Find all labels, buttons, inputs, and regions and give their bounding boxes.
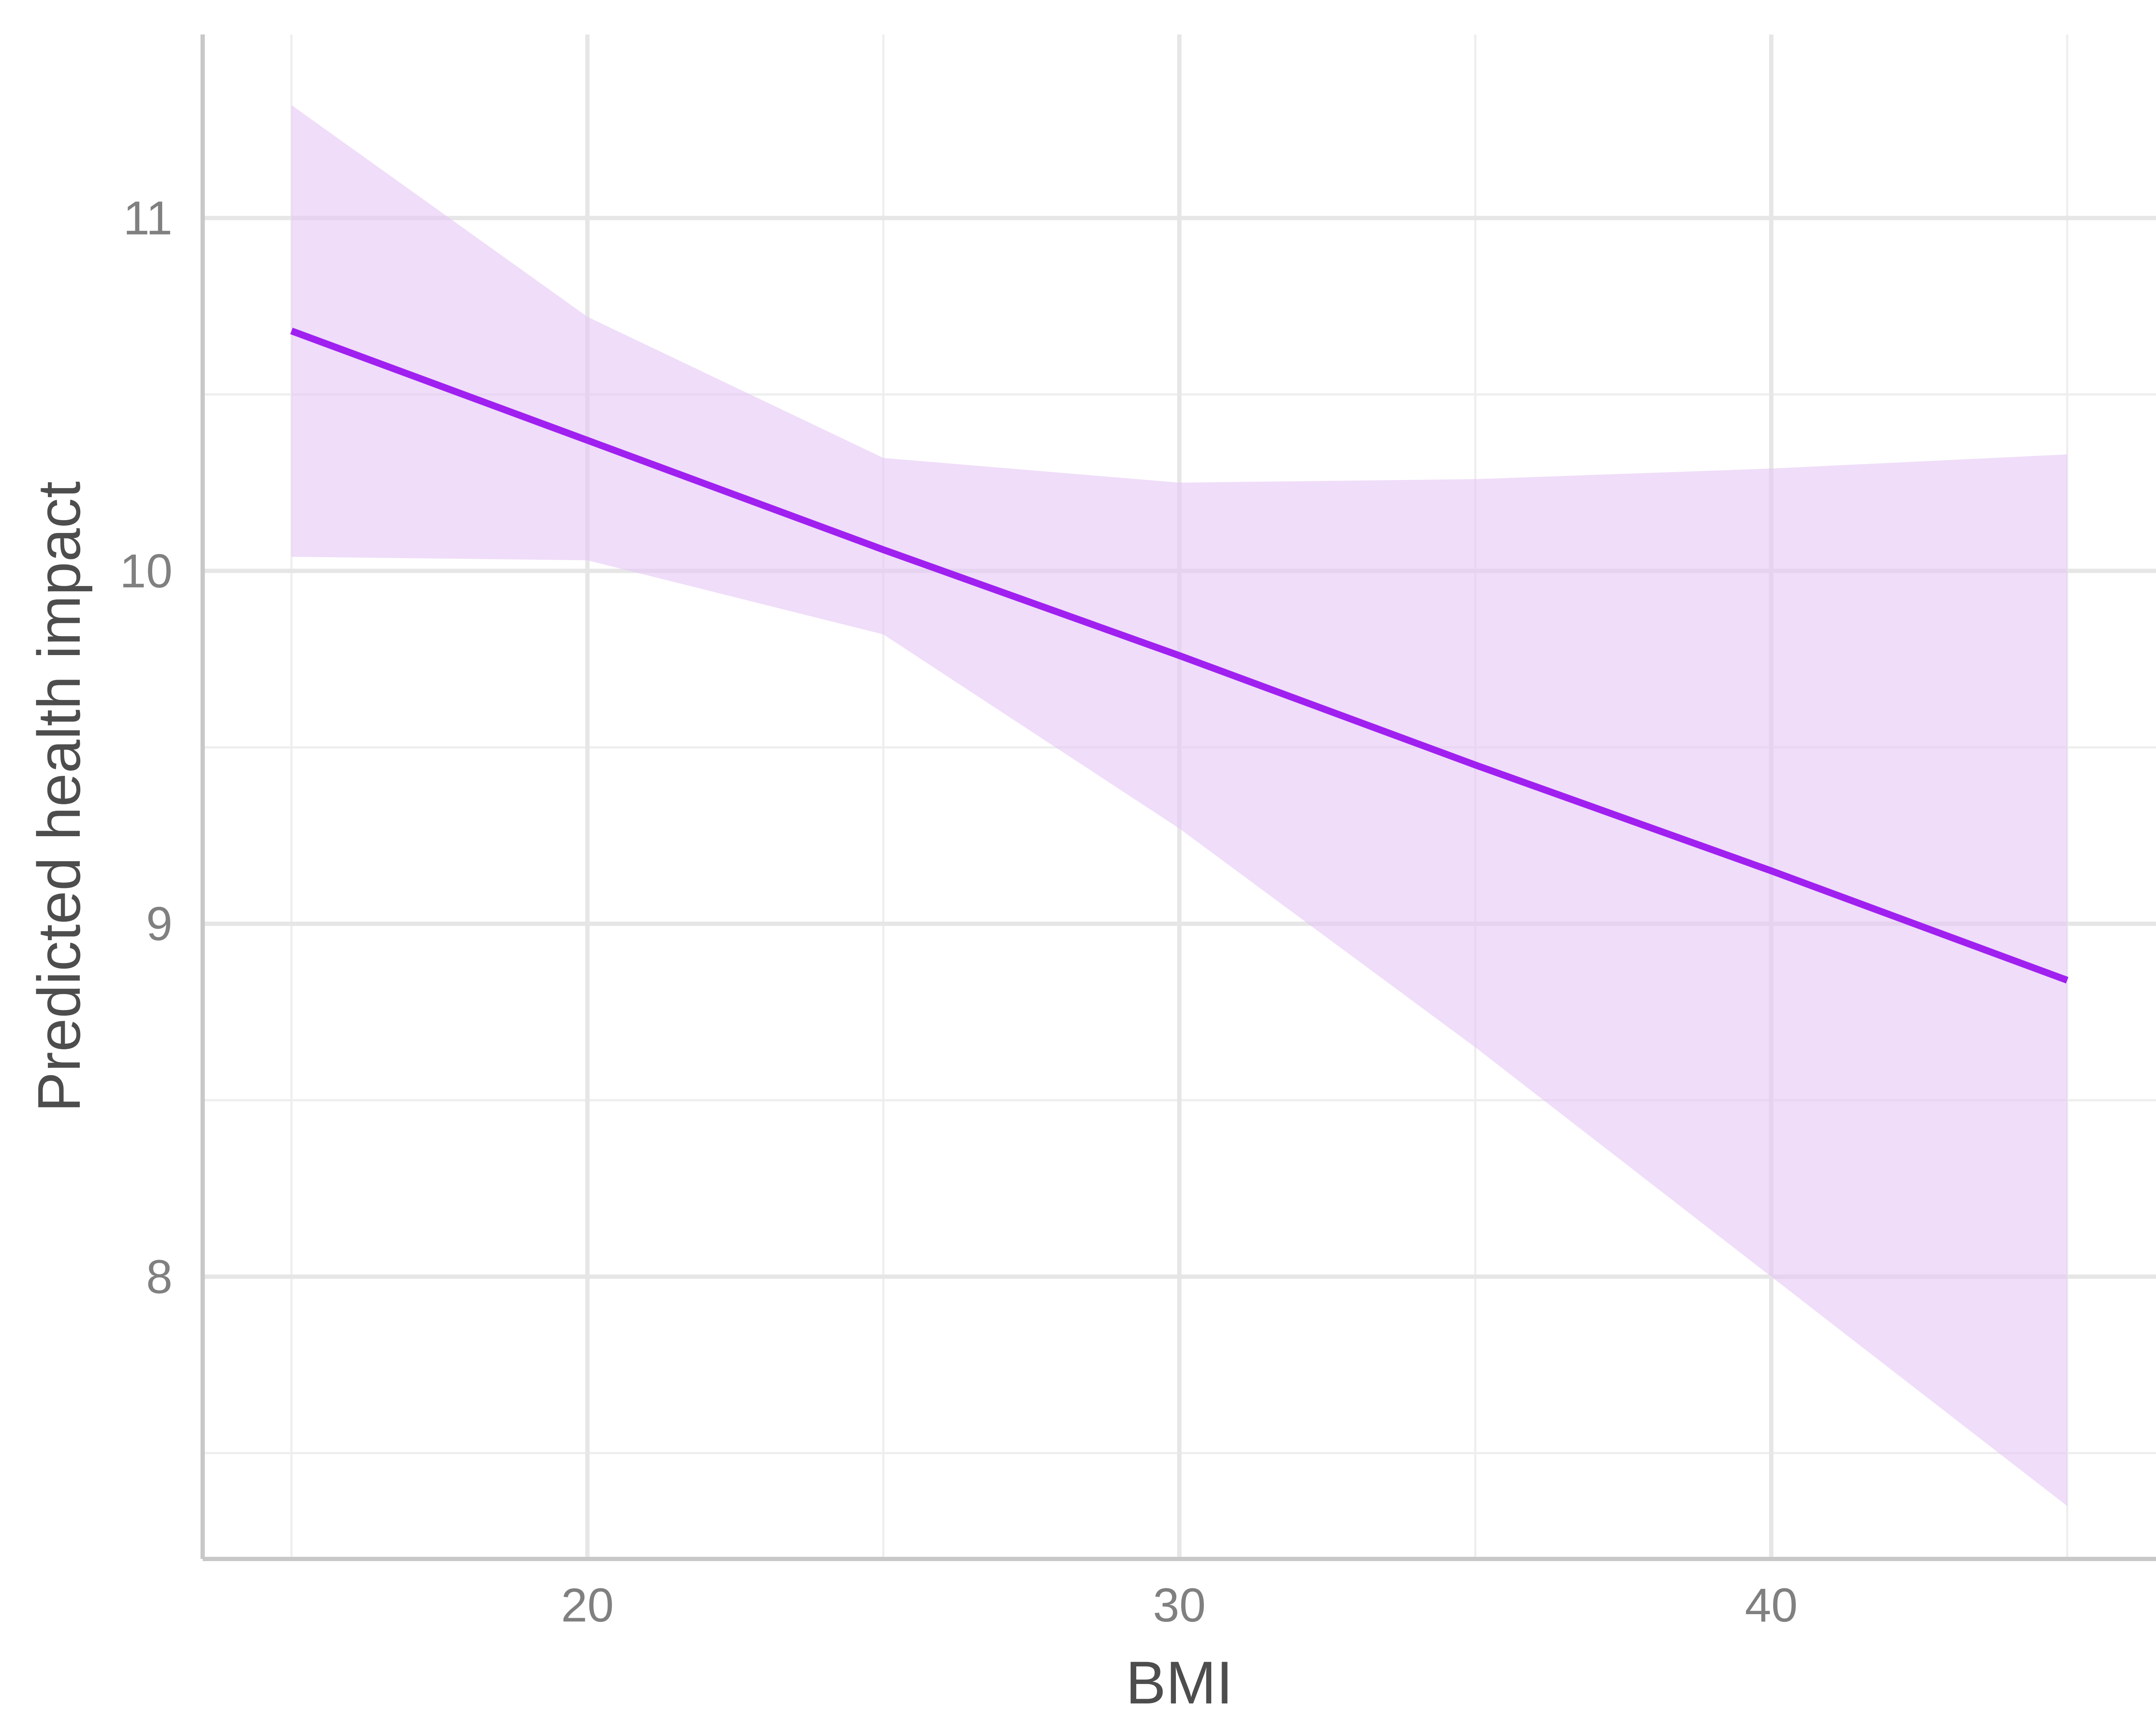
fitted-line <box>290 327 2068 984</box>
confidence-band <box>291 105 2068 1506</box>
y-tick-label: 11 <box>123 192 172 245</box>
y-axis-title: Predicted health impact <box>25 481 93 1112</box>
x-axis-title: BMI <box>1126 1649 1233 1716</box>
y-tick-label: 10 <box>120 545 172 598</box>
x-tick-label: 20 <box>561 1579 614 1632</box>
x-tick-label: 40 <box>1745 1579 1798 1632</box>
x-tick-label: 30 <box>1153 1579 1206 1632</box>
x-tick-labels: 20 30 40 <box>561 1579 1798 1632</box>
y-tick-label: 8 <box>146 1250 172 1303</box>
y-tick-labels: 8 9 10 11 <box>120 192 172 1304</box>
y-tick-label: 9 <box>146 897 172 950</box>
